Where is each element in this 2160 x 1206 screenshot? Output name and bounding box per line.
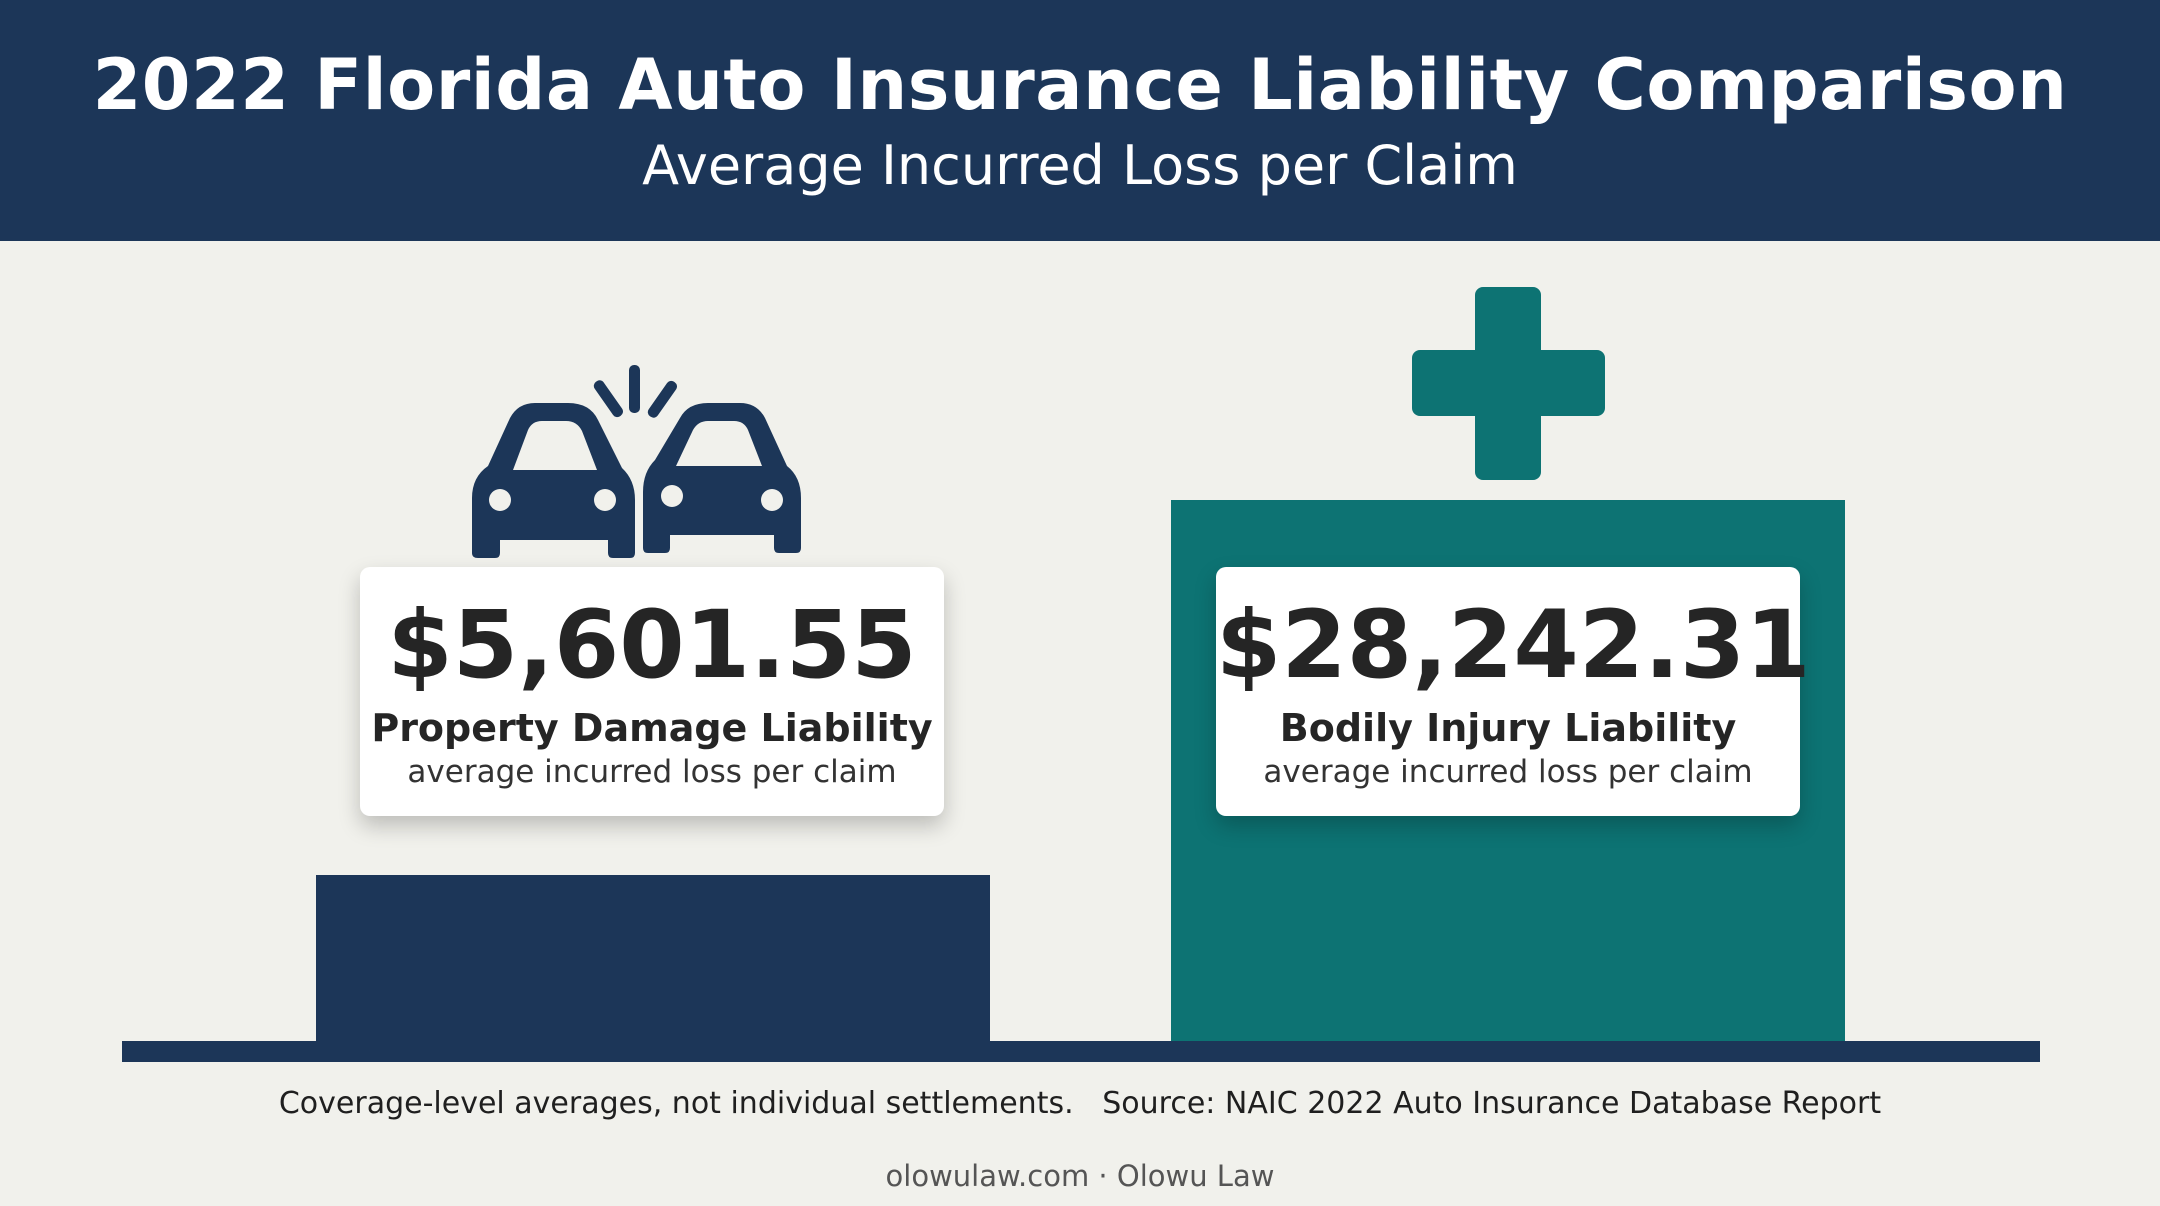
property-damage-card: $5,601.55 Property Damage Liability aver… <box>360 567 944 816</box>
property-damage-value: $5,601.55 <box>387 591 917 700</box>
chart-baseline <box>122 1041 2040 1062</box>
site-credit: olowulaw.com · Olowu Law <box>885 1159 1275 1193</box>
property-damage-sublabel: average incurred loss per claim <box>407 754 897 790</box>
chart-subtitle: Average Incurred Loss per Claim <box>642 134 1518 197</box>
bar-property-damage <box>316 875 990 1045</box>
bodily-injury-sublabel: average incurred loss per claim <box>1263 754 1753 790</box>
medical-cross-icon <box>1412 287 1605 480</box>
bodily-injury-card: $28,242.31 Bodily Injury Liability avera… <box>1216 567 1811 816</box>
property-damage-label: Property Damage Liability <box>371 706 933 750</box>
bodily-injury-label: Bodily Injury Liability <box>1279 706 1737 750</box>
car-collision-icon <box>472 365 801 558</box>
header-banner: 2022 Florida Auto Insurance Liability Co… <box>0 0 2160 241</box>
bodily-injury-value: $28,242.31 <box>1216 591 1811 700</box>
source-footnote: Coverage-level averages, not individual … <box>278 1086 1882 1121</box>
chart-title: 2022 Florida Auto Insurance Liability Co… <box>92 44 2068 126</box>
